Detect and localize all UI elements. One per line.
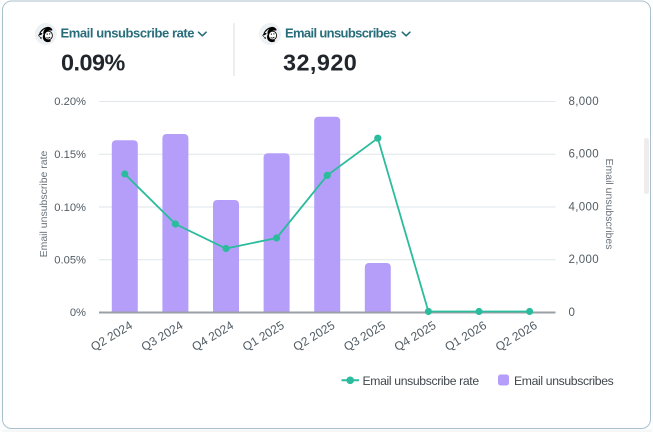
svg-text:0.10%: 0.10% <box>54 202 86 214</box>
svg-text:Email unsubscribe rate: Email unsubscribe rate <box>363 374 480 388</box>
svg-text:8,000: 8,000 <box>569 96 600 108</box>
svg-text:0: 0 <box>569 307 576 319</box>
svg-text:0.09%: 0.09% <box>61 50 126 76</box>
svg-text:4,000: 4,000 <box>569 201 600 213</box>
svg-text:0%: 0% <box>70 307 86 319</box>
svg-text:Email unsubscribes: Email unsubscribes <box>285 25 397 40</box>
svg-text:6,000: 6,000 <box>569 149 600 161</box>
svg-text:Email unsubscribe rate: Email unsubscribe rate <box>38 150 50 257</box>
svg-text:Email unsubscribe rate: Email unsubscribe rate <box>61 25 195 40</box>
svg-text:Email unsubscribes: Email unsubscribes <box>603 158 615 249</box>
svg-text:0.20%: 0.20% <box>54 96 86 108</box>
svg-text:0.15%: 0.15% <box>54 149 86 161</box>
svg-text:2,000: 2,000 <box>569 254 600 266</box>
svg-text:0.05%: 0.05% <box>54 255 86 267</box>
svg-text:Email unsubscribes: Email unsubscribes <box>514 374 614 388</box>
svg-text:32,920: 32,920 <box>283 50 357 76</box>
